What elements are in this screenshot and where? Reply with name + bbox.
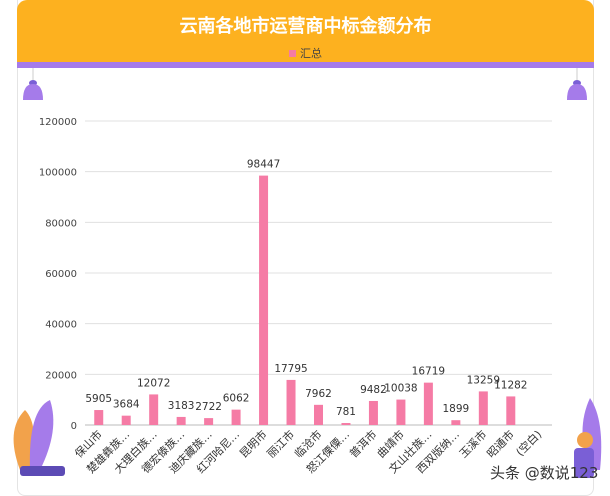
y-tick-label: 40000 — [45, 320, 77, 331]
plant-left-illustration — [13, 410, 34, 470]
chart-card — [17, 0, 594, 496]
x-tick-label: 昭通市 — [484, 427, 517, 460]
chart-title: 云南各地市运营商中标金额分布 — [179, 16, 432, 37]
x-tick-label: 昆明市 — [236, 427, 269, 460]
data-label: 3684 — [113, 399, 140, 411]
y-tick-label: 100000 — [39, 168, 77, 179]
data-label: 5905 — [85, 393, 112, 405]
data-label: 6062 — [223, 393, 250, 405]
chart-header: 云南各地市运营商中标金额分布 汇总 — [17, 0, 594, 63]
decoration-illustration — [13, 398, 602, 478]
data-label: 781 — [336, 406, 356, 418]
person-right-illustration — [577, 432, 593, 448]
y-tick-label: 0 — [71, 421, 77, 432]
bar — [149, 394, 159, 425]
data-label: 13259 — [467, 374, 500, 386]
lamp-icon — [567, 68, 587, 100]
data-label: 1899 — [442, 403, 469, 415]
data-label: 9482 — [360, 384, 387, 396]
bar — [204, 418, 214, 425]
lamp-icon — [23, 68, 43, 100]
bar — [423, 382, 433, 425]
x-tick-label: 丽江市 — [264, 427, 297, 460]
x-tick-label: (空白) — [513, 427, 545, 459]
y-tick-label: 60000 — [45, 269, 77, 280]
bar — [286, 379, 296, 425]
legend-label: 汇总 — [300, 47, 322, 60]
header-stripe — [17, 62, 594, 68]
data-label: 3183 — [168, 400, 195, 412]
bar — [121, 415, 131, 425]
data-label: 16719 — [412, 366, 445, 378]
legend[interactable]: 汇总 — [17, 45, 594, 61]
bar — [506, 396, 516, 425]
y-tick-label: 80000 — [45, 218, 77, 229]
data-label: 98447 — [247, 159, 280, 171]
data-label: 17795 — [274, 363, 307, 375]
legend-swatch — [289, 50, 296, 57]
data-label: 11282 — [494, 379, 527, 391]
x-tick-label: 普洱市 — [346, 427, 379, 460]
x-tick-label: 玉溪市 — [456, 427, 489, 460]
data-label: 2722 — [195, 401, 222, 413]
data-label: 12072 — [137, 377, 170, 389]
bar — [231, 409, 241, 425]
y-tick-label: 120000 — [39, 117, 77, 128]
bar — [451, 420, 461, 425]
bar — [341, 423, 351, 425]
bar — [314, 404, 323, 425]
bar — [176, 416, 186, 425]
bar — [396, 399, 406, 425]
watermark: 头条 @数说123 — [490, 464, 599, 482]
data-label: 10038 — [384, 383, 417, 395]
y-tick-label: 20000 — [45, 370, 77, 381]
bar — [368, 400, 378, 425]
bar — [478, 391, 488, 425]
data-label: 7962 — [305, 388, 332, 400]
bar — [259, 175, 269, 425]
person-right-illustration — [574, 448, 594, 478]
plant-left-illustration — [29, 400, 54, 470]
person-left-illustration — [20, 466, 65, 476]
bar — [94, 410, 104, 425]
